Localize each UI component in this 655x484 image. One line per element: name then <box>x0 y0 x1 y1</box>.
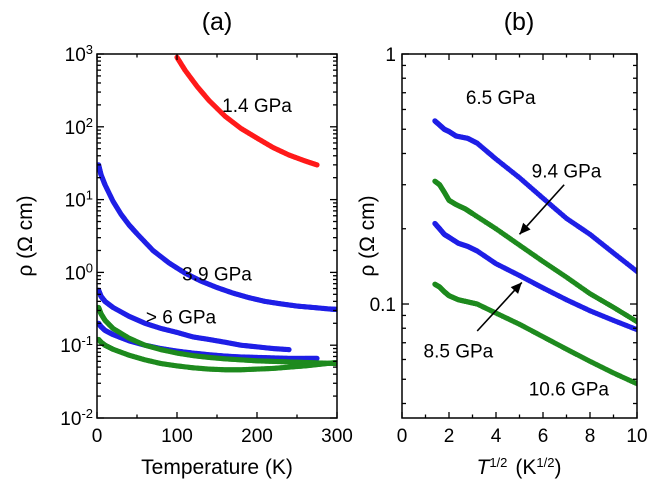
series-annotation: 6.5 GPa <box>466 88 536 109</box>
y-tick-label: 10-2 <box>60 406 93 431</box>
y-tick-base: 10 <box>65 263 86 284</box>
y-tick-base: 10 <box>65 45 86 66</box>
x-tick-label: 10 <box>626 426 647 447</box>
y-tick-base: 10 <box>65 118 86 139</box>
y-tick-label: 101 <box>65 187 93 212</box>
x-label-unit: (K <box>515 456 536 479</box>
series-annotation: 9.4 GPa <box>532 162 602 183</box>
x-label-unit-exp: 1/2 <box>536 455 554 470</box>
y-tick-exp: 0 <box>86 260 93 275</box>
y-tick-exp: 1 <box>86 187 93 202</box>
y-tick-label: 10-1 <box>60 333 93 358</box>
series-annotation: 8.5 GPa <box>424 342 494 363</box>
y-tick-exp: 2 <box>86 114 93 129</box>
x-tick-label: 4 <box>491 426 502 447</box>
series-a-2 <box>96 162 340 312</box>
y-tick-exp: 3 <box>86 42 93 57</box>
panel-b-y-axis-label: ρ (Ω cm) <box>356 195 379 276</box>
series-annotation: > 6 GPa <box>146 307 217 328</box>
y-tick-label: 1 <box>385 45 396 66</box>
data-point <box>314 356 319 361</box>
x-tick-label: 100 <box>161 426 193 447</box>
y-tick-label: 103 <box>65 42 93 67</box>
y-tick-label: 100 <box>65 260 93 285</box>
series-b-4 <box>432 282 639 387</box>
panel-a-y-axis-label: ρ (Ω cm) <box>14 195 37 276</box>
data-point <box>286 347 291 352</box>
x-tick-label: 6 <box>538 426 549 447</box>
x-tick-label: 200 <box>241 426 273 447</box>
x-label-unit-close: ) <box>554 456 561 479</box>
y-tick-base: 10 <box>65 191 86 212</box>
series-b-3 <box>432 221 639 332</box>
panel-a-x-axis-label: Temperature (K) <box>141 456 293 479</box>
y-tick-label: 102 <box>65 114 93 139</box>
series-annotation: 10.6 GPa <box>529 380 610 401</box>
panel-a-annotations: 1.4 GPa 3.9 GPa > 6 GPa <box>146 96 292 328</box>
y-tick-label: 0.1 <box>370 295 396 316</box>
panel-b-x-axis-label: T1/2 (K1/2) <box>477 455 562 480</box>
panel-a-label: (a) <box>202 8 233 36</box>
series-b-1 <box>432 118 639 274</box>
series-annotation: 3.9 GPa <box>182 264 252 285</box>
y-tick-exp: -1 <box>81 333 93 348</box>
x-tick-label: 0 <box>92 426 103 447</box>
y-tick-base: 10 <box>60 336 81 357</box>
series-annotation: 1.4 GPa <box>222 96 292 117</box>
x-tick-label: 300 <box>321 426 353 447</box>
x-tick-label: 2 <box>444 426 455 447</box>
y-tick-exp: -2 <box>81 406 93 421</box>
y-tick-base: 10 <box>60 409 81 430</box>
x-tick-label: 0 <box>397 426 408 447</box>
panel-b-label: (b) <box>504 8 535 36</box>
panel-a-marks <box>96 55 340 373</box>
x-label-symbol-exp: 1/2 <box>489 455 507 470</box>
x-tick-label: 8 <box>585 426 596 447</box>
data-point <box>314 162 319 167</box>
panel-b: (b) 0 2 4 6 8 10 0.1 1 6.5 GPa 9.4 GPa 8.5 GPa 10.… <box>356 8 648 479</box>
